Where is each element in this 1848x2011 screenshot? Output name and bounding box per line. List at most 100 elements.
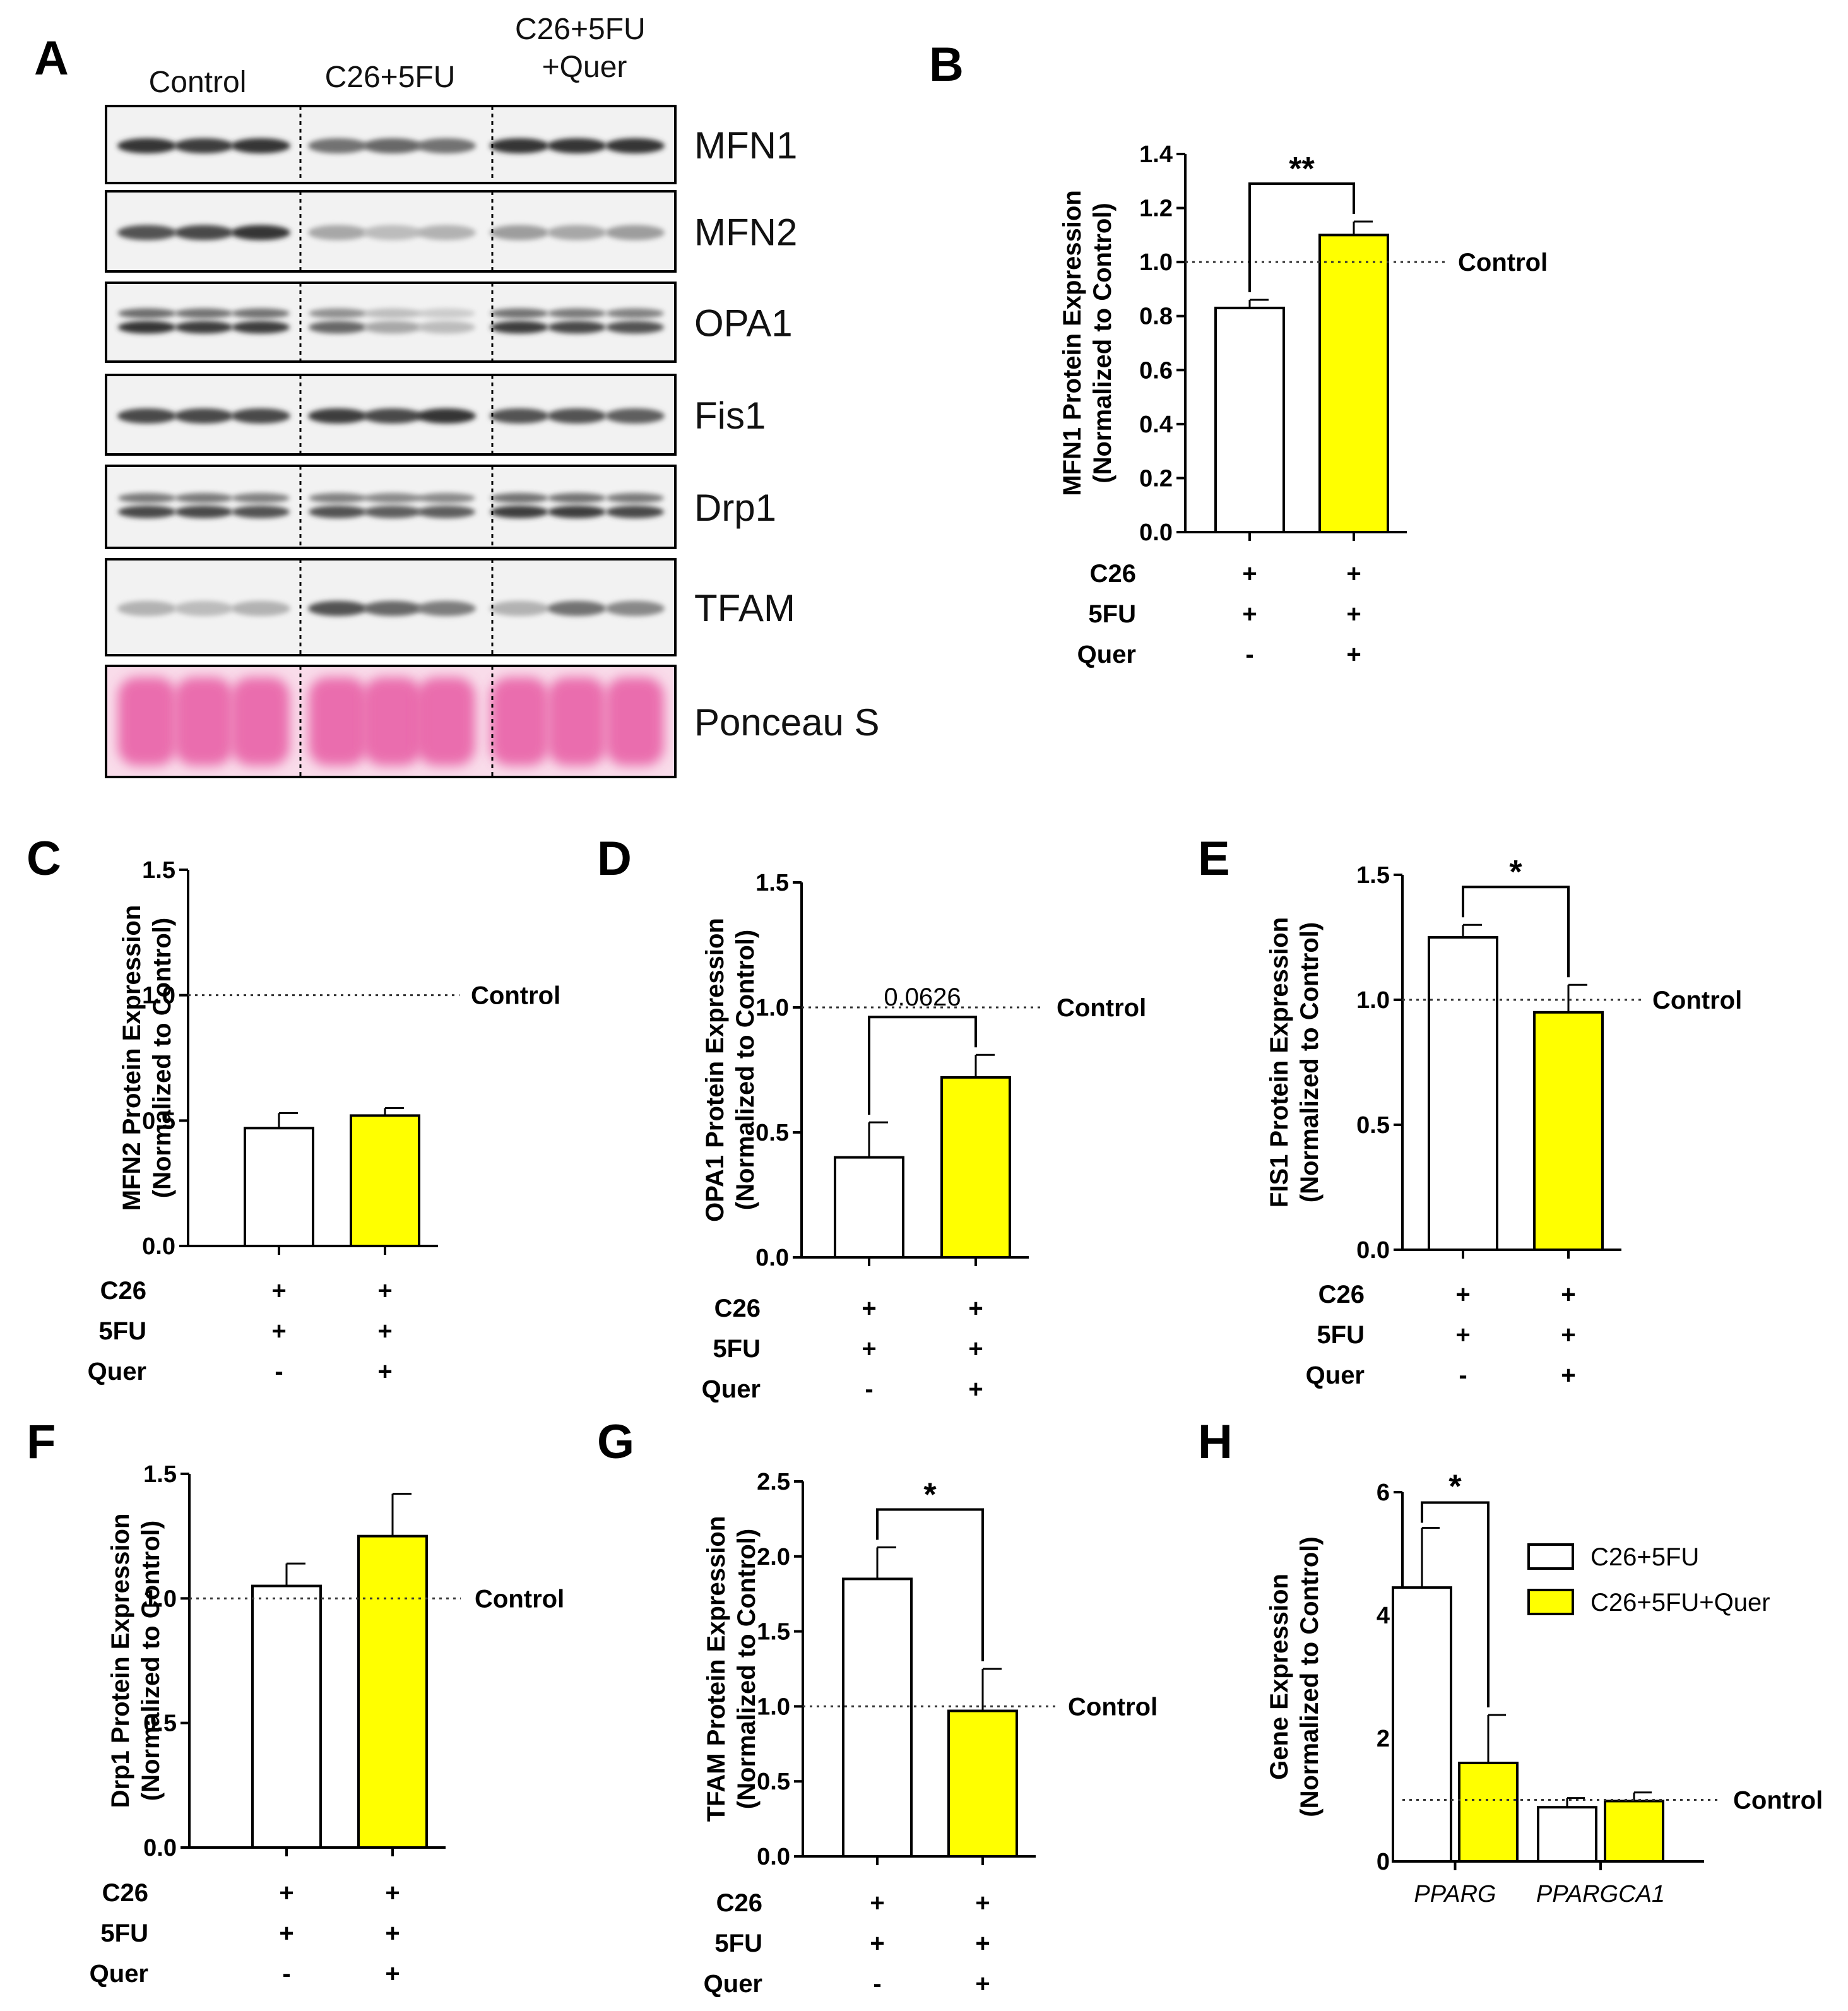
control-label: Control bbox=[1068, 1693, 1158, 1721]
y-tick-label: 2 bbox=[1377, 1726, 1390, 1752]
panel-d-chart: D 0.0 0.5 1.0 1.5 OPA1 Protein Expression (Nor… bbox=[597, 832, 1146, 1403]
x-tick-label: PPARG bbox=[1414, 1881, 1496, 1907]
band bbox=[175, 506, 233, 518]
y-tick-label: 0.2 bbox=[1139, 465, 1173, 492]
panel-letter-d: D bbox=[597, 832, 632, 886]
condition-mark: + bbox=[271, 1317, 286, 1345]
condition-mark: + bbox=[975, 1889, 990, 1917]
y-tick-label: 0.0 bbox=[755, 1245, 789, 1271]
blot-frame bbox=[105, 558, 677, 656]
y-tick-label: 0.5 bbox=[1356, 1112, 1390, 1139]
y-tick-label: 0.0 bbox=[757, 1844, 790, 1870]
blot-frame bbox=[105, 665, 677, 778]
condition-mark: + bbox=[377, 1317, 392, 1345]
control-label: Control bbox=[471, 982, 560, 1010]
blot-frame bbox=[105, 374, 677, 456]
blot-opa1: OPA1 bbox=[105, 282, 793, 363]
condition-mark: + bbox=[1346, 560, 1361, 588]
y-tick-label: 1.5 bbox=[1356, 862, 1390, 889]
y-tick-label: 0.5 bbox=[755, 1120, 789, 1146]
bar-c26-5fu-quer bbox=[350, 1114, 420, 1248]
band bbox=[606, 506, 664, 518]
condition-mark: + bbox=[968, 1335, 983, 1363]
band bbox=[490, 225, 549, 240]
y-tick-label: 1.0 bbox=[1356, 987, 1390, 1014]
panel-letter-b: B bbox=[929, 38, 964, 92]
lane-stain bbox=[490, 677, 548, 766]
y-axis-title-line: (Normalized to Control) bbox=[137, 1521, 165, 1801]
bar-c26-5fu bbox=[1392, 1586, 1452, 1863]
condition-row-label: 5FU bbox=[1088, 600, 1136, 628]
band bbox=[548, 321, 606, 334]
condition-mark: + bbox=[1561, 1321, 1575, 1349]
panel-letter-h: H bbox=[1198, 1415, 1233, 1469]
condition-mark: + bbox=[1242, 560, 1257, 588]
y-axis-title-line: MFN2 Protein Expression bbox=[118, 905, 146, 1211]
band bbox=[417, 601, 476, 616]
protein-label: TFAM bbox=[694, 587, 795, 629]
y-tick-label: 1.0 bbox=[755, 995, 789, 1021]
y-axis-title-line: (Normalized to Control) bbox=[732, 930, 759, 1210]
panel-e-chart: E 0.0 0.5 1.0 1.5 FIS1 Protein Expression (Nor… bbox=[1198, 832, 1742, 1389]
band-upper bbox=[548, 308, 606, 319]
condition-row-label: 5FU bbox=[713, 1335, 761, 1363]
condition-mark: + bbox=[377, 1358, 392, 1385]
band bbox=[231, 138, 290, 153]
y-tick-label: 1.4 bbox=[1139, 141, 1173, 168]
significance-label: ** bbox=[1289, 151, 1315, 187]
condition-row-label: 5FU bbox=[98, 1317, 146, 1345]
y-axis-title-line: Gene Expression bbox=[1265, 1574, 1293, 1780]
condition-mark: - bbox=[275, 1358, 283, 1385]
band-upper bbox=[490, 493, 548, 503]
lane-stain bbox=[232, 677, 290, 766]
band bbox=[490, 408, 549, 424]
y-tick-label: 0.0 bbox=[1356, 1237, 1390, 1264]
control-label: Control bbox=[1057, 994, 1146, 1022]
y-tick-label: 1.5 bbox=[755, 870, 789, 896]
band-upper bbox=[118, 308, 176, 319]
band-upper bbox=[309, 308, 367, 319]
condition-mark: + bbox=[968, 1375, 983, 1403]
protein-label: MFN2 bbox=[694, 211, 797, 254]
panel-h-chart: H 0 2 4 6 Gene Expression (Normalized to Contr… bbox=[1198, 1415, 1823, 1907]
panel-letter-e: E bbox=[1198, 832, 1230, 886]
band-upper bbox=[118, 493, 176, 503]
bar-c26-5fu bbox=[842, 1577, 913, 1858]
bar-c26-5fu-quer bbox=[357, 1534, 428, 1849]
protein-label: Ponceau S bbox=[694, 701, 880, 744]
control-label: Control bbox=[1458, 249, 1548, 276]
control-label: Control bbox=[1733, 1787, 1823, 1815]
x-tick-label: PPARGCA1 bbox=[1536, 1881, 1665, 1907]
condition-mark: + bbox=[862, 1295, 876, 1322]
condition-mark: + bbox=[385, 1879, 400, 1907]
band bbox=[117, 408, 177, 424]
band bbox=[364, 506, 422, 518]
y-axis-title: MFN1 Protein Expression (Normalized to Co… bbox=[1058, 190, 1116, 496]
band bbox=[118, 321, 176, 334]
band bbox=[363, 225, 422, 240]
condition-mark: + bbox=[870, 1930, 884, 1957]
band bbox=[605, 408, 665, 424]
bar-c26-5fu-quer bbox=[1458, 1762, 1519, 1863]
condition-row-label: C26 bbox=[714, 1295, 761, 1322]
band-upper bbox=[548, 493, 606, 503]
band bbox=[117, 601, 177, 616]
blot-frame bbox=[105, 282, 677, 363]
condition-row-label: C26 bbox=[1318, 1281, 1365, 1308]
condition-row-label: C26 bbox=[102, 1879, 148, 1907]
y-tick-label: 0.0 bbox=[143, 1835, 177, 1861]
condition-row-label: 5FU bbox=[1317, 1321, 1365, 1349]
condition-row-label: C26 bbox=[1090, 560, 1136, 588]
significance-label: * bbox=[1448, 1469, 1462, 1505]
significance-bracket bbox=[868, 1016, 977, 1115]
y-tick-label: 0.5 bbox=[757, 1769, 790, 1795]
condition-row-label: Quer bbox=[702, 1375, 761, 1403]
y-tick-label: 1.0 bbox=[142, 983, 175, 1009]
y-axis-title-line: (Normalized to Control) bbox=[1296, 922, 1324, 1202]
band-upper bbox=[364, 308, 422, 319]
y-axis-title-line: (Normalized to Control) bbox=[1089, 203, 1116, 483]
panel-letter-a: A bbox=[34, 32, 69, 85]
blot-ponceau-s: Ponceau S bbox=[105, 665, 880, 778]
condition-mark: + bbox=[1561, 1281, 1575, 1308]
